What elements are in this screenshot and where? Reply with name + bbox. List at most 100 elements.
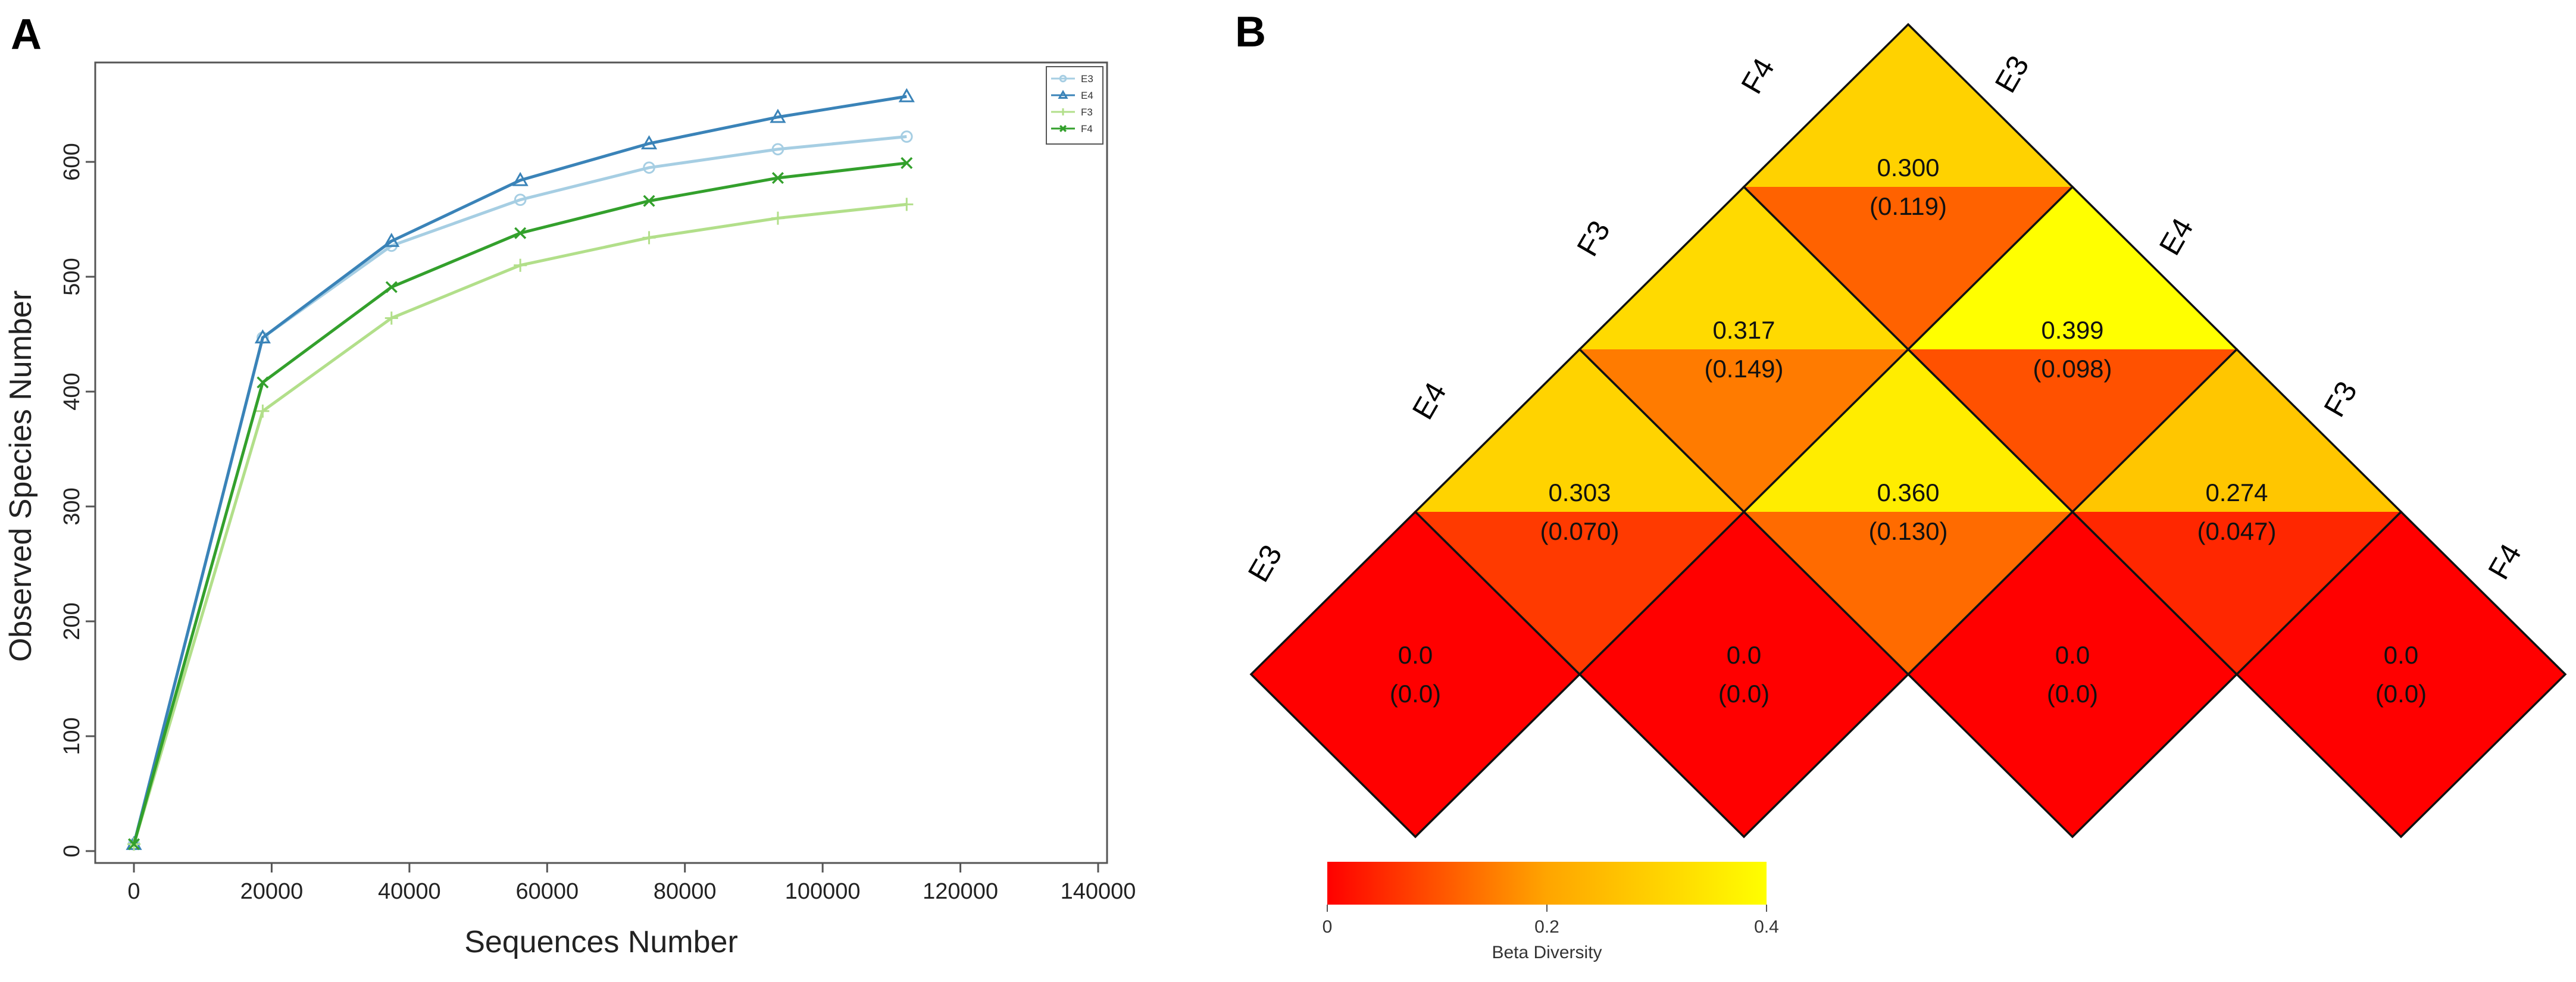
heatmap-cell: 0.303 (0.070) [1414,348,1746,676]
series-f4 [127,157,913,850]
cell-upper-half [1744,349,2072,512]
cell-lower-half [2237,674,2565,837]
col-label-e3: E3 [1989,50,2036,98]
cell-upper-half [1908,512,2237,674]
cell-value: 0.399 [2041,316,2103,344]
y-tick-label: 500 [60,258,85,295]
data-point [512,171,529,186]
panel-b-letter: B [1235,8,1266,56]
x-tick-label: 120000 [923,879,998,904]
cell-upper-half [2072,349,2401,512]
data-point [770,108,786,123]
y-axis-title: Observed Species Number [4,290,38,662]
heatmap-cell: 0.300 (0.119) [1742,23,2074,351]
legend-marker [1059,74,1067,83]
series-line-e3 [132,135,907,845]
legend-marker [1059,108,1067,115]
legend-marker [1058,89,1068,99]
data-point [640,135,658,149]
cell-upper-half [1908,187,2237,349]
cell-ci: (0.0) [2375,680,2427,708]
cell-value: 0.317 [1712,316,1775,344]
cell-ci: (0.0) [1390,680,1441,708]
col-label-f3: F3 [2317,376,2364,423]
heatmap-cell: 0.0 (0.0) [2235,510,2567,839]
cell-border [1742,23,2074,351]
x-tick-label: 100000 [785,879,861,904]
cell-ci: (0.0) [2047,680,2098,708]
cell-lower-half [1908,674,2237,837]
data-point [771,143,784,156]
colorbar-tick-label: 0.4 [1754,917,1779,937]
y-tick-label: 200 [60,602,85,640]
cell-upper-half [1415,349,1744,512]
data-point [901,130,913,143]
cell-value: 0.360 [1877,479,1939,506]
cell-lower-half [1415,512,1744,674]
heatmap-cell: 0.360 (0.130) [1742,348,2074,676]
legend-label: E4 [1081,90,1093,101]
cell-lower-half [2072,512,2401,674]
x-tick-label: 0 [127,879,140,904]
cell-upper-half [1580,187,1908,349]
legend: E3 E4 F3 F4 [1046,66,1103,145]
col-label-f4: F4 [2481,538,2528,585]
data-point [384,311,398,325]
data-point [385,281,398,293]
x-axis-title: Sequences Number [464,925,738,959]
cell-lower-half [1744,187,2072,349]
data-point [256,404,270,418]
data-point [642,231,656,245]
data-point [257,376,269,389]
y-tick-label: 100 [60,717,85,755]
col-label-e4: E4 [2153,212,2200,261]
cell-ci: (0.070) [1540,517,1619,545]
cell-value: 0.0 [1727,641,1761,669]
heatmap-cell: 0.0 (0.0) [1249,510,1581,839]
row-label-e4: E4 [1406,377,1453,425]
y-tick-label: 0 [60,845,85,857]
series-e4 [126,87,915,850]
data-point [643,195,655,207]
series-f3 [127,198,914,851]
data-point [900,198,914,211]
cell-upper-half [1580,512,1908,674]
row-label-f4: F4 [1734,52,1781,99]
cell-value: 0.0 [2384,641,2418,669]
legend-marker [1059,124,1067,133]
x-tick-label: 60000 [515,879,579,904]
x-tick-label: 20000 [240,879,304,904]
cell-ci: (0.098) [2033,355,2112,383]
series-e3 [127,130,913,850]
cell-upper-half [1251,512,1580,674]
colorbar: 0 0.2 0.4 Beta Diversity [1323,862,1779,962]
data-point [254,329,271,344]
x-tick-label: 40000 [378,879,441,904]
colorbar-gradient [1327,862,1767,905]
row-label-f3: F3 [1570,215,1617,262]
colorbar-tick-label: 0 [1323,917,1333,937]
legend-label: E3 [1081,73,1093,85]
data-point [771,211,784,225]
data-point [514,227,527,239]
data-point [514,258,527,272]
rarefaction-chart: 0 20000 40000 60000 80000 100000 120000 140000 0… [4,61,1136,959]
cell-value: 0.300 [1877,154,1939,182]
colorbar-tick-label: 0.2 [1534,917,1559,937]
cell-ci: (0.149) [1704,355,1783,383]
data-point [514,193,527,206]
colorbar-title: Beta Diversity [1492,943,1602,962]
heatmap-cell: 0.0 (0.0) [1578,510,1910,839]
series-line-f3 [132,202,907,845]
data-point [643,161,655,174]
series-line-e4 [132,95,907,845]
cell-ci: (0.130) [1868,517,1947,545]
cell-value: 0.0 [1398,641,1433,669]
cell-upper-half [1744,24,2072,187]
data-point [898,87,915,102]
cell-lower-half [1580,674,1908,837]
x-tick-label: 140000 [1061,879,1136,904]
cell-upper-half [2237,512,2565,674]
cell-lower-half [1744,512,2072,674]
